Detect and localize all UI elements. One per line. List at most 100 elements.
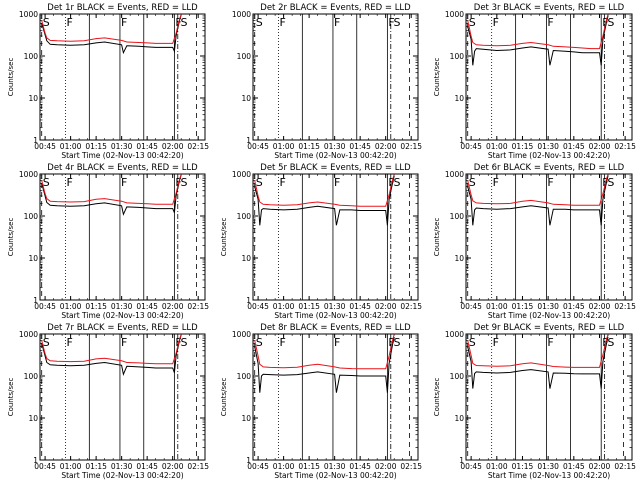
plot-frame: [465, 173, 633, 301]
x-axis-label: Start Time (02-Nov-13 00:42:20): [274, 311, 396, 320]
segment-annotation: F: [388, 16, 394, 29]
y-tick-label: 1000: [445, 330, 464, 339]
y-axis-label: Counts/sec: [433, 378, 441, 417]
plot-frame: [39, 173, 206, 301]
x-axis-label: Start Time (02-Nov-13 00:42:20): [488, 151, 610, 160]
detector-panel-3: Det 3r BLACK = Events, RED = LLD 1 10 100 10…: [433, 3, 636, 160]
plot-frame: [39, 333, 206, 461]
y-tick-label: 1000: [232, 170, 251, 179]
events-series-line: [467, 15, 609, 66]
events-series-line: [254, 336, 395, 393]
y-tick-label: 1000: [232, 10, 251, 19]
lld-series-line: [254, 174, 395, 207]
events-series-line: [41, 174, 182, 216]
y-tick-label: 1: [33, 296, 38, 305]
x-tick-label: 01:30: [324, 462, 346, 471]
x-tick-label: 01:45: [349, 142, 371, 151]
x-tick-label: 02:00: [375, 142, 397, 151]
x-axis-label: Start Time (02-Nov-13 00:42:20): [274, 471, 396, 480]
segment-annotation: F: [493, 176, 499, 189]
plot-frame: [465, 13, 633, 141]
x-tick-label: 00:45: [460, 302, 482, 311]
y-tick-label: 1000: [445, 170, 464, 179]
x-tick-label: 00:45: [460, 142, 482, 151]
y-tick-label: 100: [450, 212, 465, 221]
segment-annotation: S: [469, 16, 476, 29]
x-tick-label: 02:00: [589, 142, 611, 151]
y-tick-label: 100: [237, 52, 252, 61]
x-tick-label: 02:15: [400, 142, 422, 151]
y-tick-label: 1: [246, 136, 251, 145]
y-axis-label: Counts/sec: [220, 378, 228, 417]
x-tick-label: 00:45: [34, 462, 56, 471]
y-tick-label: 10: [241, 94, 251, 103]
y-tick-label: 100: [24, 212, 39, 221]
chart-title: Det 6r BLACK = Events, RED = LLD: [474, 163, 625, 173]
x-tick-label: 01:15: [512, 462, 534, 471]
y-tick-label: 10: [241, 254, 251, 263]
x-tick-label: 02:15: [187, 142, 209, 151]
y-tick-label: 100: [24, 52, 39, 61]
chart-title: Det 7r BLACK = Events, RED = LLD: [47, 323, 198, 333]
x-tick-label: 01:30: [537, 142, 559, 151]
y-tick-label: 1: [459, 456, 464, 465]
y-tick-label: 1000: [232, 330, 251, 339]
y-tick-label: 1: [246, 456, 251, 465]
lld-series-line: [467, 174, 609, 206]
y-tick-label: 1: [33, 456, 38, 465]
detector-panel-7: Det 7r BLACK = Events, RED = LLD 1 10 100 10…: [7, 323, 209, 480]
x-axis-label: Start Time (02-Nov-13 00:42:20): [274, 151, 396, 160]
detector-panel-4: Det 4r BLACK = Events, RED = LLD 1 10 100 10…: [7, 163, 209, 320]
segment-annotation: F: [547, 16, 553, 29]
x-tick-label: 01:00: [486, 462, 508, 471]
y-tick-label: 100: [237, 212, 252, 221]
x-tick-label: 00:45: [247, 462, 269, 471]
segment-annotation: F: [334, 176, 340, 189]
y-tick-label: 1: [246, 296, 251, 305]
x-tick-label: 01:15: [298, 142, 320, 151]
segment-annotation: S: [43, 336, 50, 349]
segment-annotation: F: [334, 336, 340, 349]
chart-title: Det 4r BLACK = Events, RED = LLD: [47, 163, 198, 173]
x-tick-label: 02:15: [187, 302, 209, 311]
x-tick-label: 00:45: [34, 142, 56, 151]
x-tick-label: 01:15: [298, 302, 320, 311]
detector-panel-9: Det 9r BLACK = Events, RED = LLD 1 10 100 10…: [433, 323, 636, 480]
detector-panel-2: Det 2r BLACK = Events, RED = LLD 1 10 100 10…: [232, 3, 422, 160]
events-series-line: [254, 175, 395, 226]
segment-annotation: S: [180, 16, 187, 29]
detector-panel-5: Det 5r BLACK = Events, RED = LLD 1 10 100 10…: [220, 163, 422, 320]
segment-annotation: S: [256, 16, 263, 29]
x-tick-label: 00:45: [247, 142, 269, 151]
chart-title: Det 1r BLACK = Events, RED = LLD: [47, 3, 198, 13]
y-tick-label: 1: [459, 296, 464, 305]
y-axis-label: Counts/sec: [7, 218, 15, 257]
x-tick-label: 01:15: [298, 462, 320, 471]
y-tick-label: 1000: [445, 10, 464, 19]
segment-annotation: S: [256, 336, 263, 349]
x-tick-label: 01:00: [273, 142, 295, 151]
x-tick-label: 01:15: [85, 462, 107, 471]
y-tick-label: 1: [33, 136, 38, 145]
x-axis-label: Start Time (02-Nov-13 00:42:20): [61, 151, 183, 160]
x-tick-label: 01:45: [563, 142, 585, 151]
x-tick-label: 01:00: [60, 462, 82, 471]
plot-frame: [252, 173, 419, 301]
x-tick-label: 01:00: [60, 142, 82, 151]
x-tick-label: 02:15: [614, 462, 636, 471]
x-axis-label: Start Time (02-Nov-13 00:42:20): [488, 311, 610, 320]
x-tick-label: 01:00: [273, 302, 295, 311]
lld-series-line: [467, 14, 609, 50]
segment-annotation: F: [67, 336, 73, 349]
segment-annotation: F: [121, 16, 127, 29]
x-tick-label: 02:00: [375, 462, 397, 471]
lld-series-line: [467, 334, 609, 368]
detector-panel-8: Det 8r BLACK = Events, RED = LLD 1 10 100 10…: [220, 323, 422, 480]
x-tick-label: 02:15: [614, 302, 636, 311]
segment-annotation: F: [67, 16, 73, 29]
y-axis-label: Counts/sec: [7, 58, 15, 97]
x-tick-label: 01:45: [136, 142, 158, 151]
x-tick-label: 01:15: [512, 142, 534, 151]
chart-title: Det 2r BLACK = Events, RED = LLD: [260, 3, 411, 13]
segment-annotation: S: [469, 336, 476, 349]
